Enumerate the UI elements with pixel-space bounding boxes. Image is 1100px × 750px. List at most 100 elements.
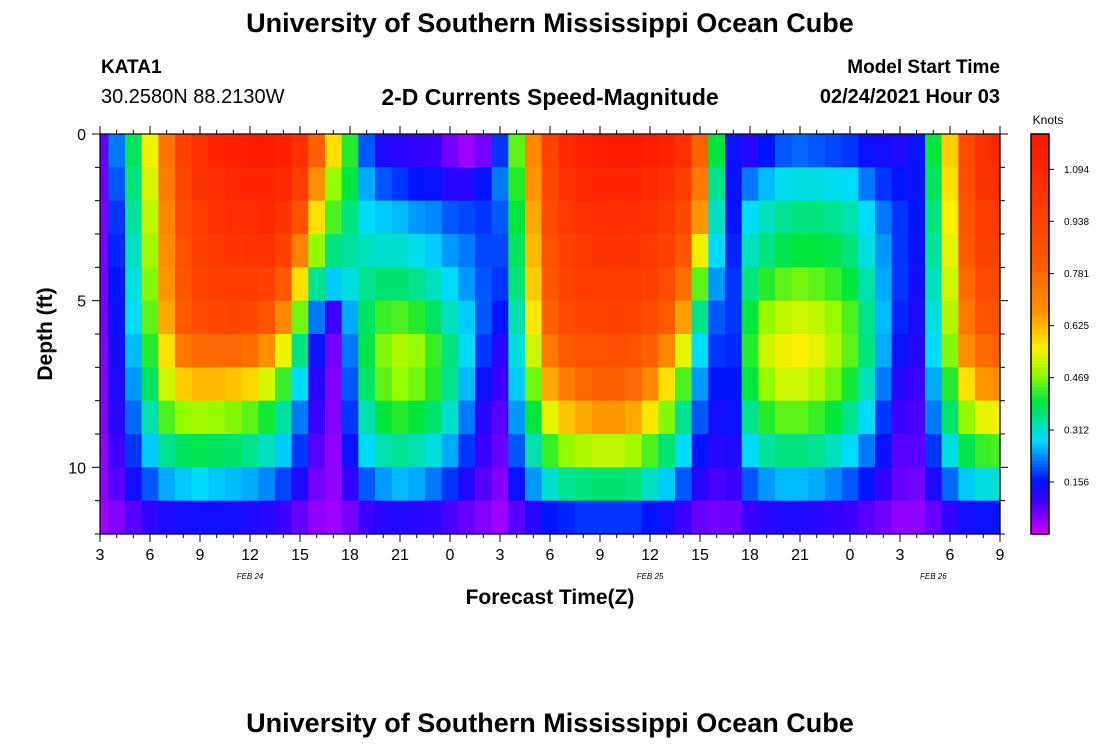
heatmap-cell xyxy=(358,300,376,335)
heatmap-cell xyxy=(100,134,109,168)
heatmap-cell xyxy=(558,267,576,302)
colorbar-swatch xyxy=(1031,207,1049,212)
heatmap-cell xyxy=(541,300,559,335)
heatmap-cell xyxy=(841,467,859,502)
heatmap-cell xyxy=(125,167,143,202)
heatmap-cell xyxy=(108,167,126,202)
heatmap-cell xyxy=(475,200,493,235)
heatmap-cell xyxy=(575,467,593,502)
heatmap-cell xyxy=(875,334,893,368)
heatmap-cell xyxy=(141,167,159,202)
heatmap-cell xyxy=(408,500,426,535)
heatmap-cell xyxy=(841,267,859,302)
heatmap-cell xyxy=(875,300,893,335)
heatmap-cell xyxy=(358,334,376,368)
heatmap-cell xyxy=(508,167,526,202)
heatmap-cell xyxy=(908,200,926,235)
heatmap-cell xyxy=(108,334,126,368)
heatmap-cell xyxy=(875,467,893,502)
heatmap-cell xyxy=(391,267,409,302)
heatmap-cell xyxy=(541,367,559,402)
heatmap-cell xyxy=(258,367,276,402)
heatmap-cell xyxy=(941,200,959,235)
heatmap-cell xyxy=(658,334,676,368)
heatmap-cell xyxy=(641,167,659,202)
heatmap-cell xyxy=(658,434,676,468)
colorbar-swatch xyxy=(1031,194,1049,198)
heatmap-cell xyxy=(275,267,293,302)
heatmap-cell xyxy=(291,300,309,335)
heatmap-cell xyxy=(241,267,259,302)
heatmap-cell xyxy=(258,467,276,502)
colorbar-swatch xyxy=(1031,217,1049,222)
heatmap-cell xyxy=(708,434,726,468)
heatmap-cell xyxy=(725,367,743,402)
heatmap-cell xyxy=(225,300,243,335)
heatmap-cell xyxy=(208,234,226,268)
heatmap-cell xyxy=(575,367,593,402)
heatmap-cell xyxy=(808,134,826,168)
heatmap-cell xyxy=(575,334,593,368)
heatmap-cell xyxy=(225,267,243,302)
heatmap-cell xyxy=(258,267,276,302)
colorbar-swatch xyxy=(1031,297,1049,302)
colorbar-swatch xyxy=(1031,304,1049,308)
heatmap-cell xyxy=(108,134,126,168)
y-tick-label: 0 xyxy=(77,127,86,144)
heatmap-cell xyxy=(625,467,643,502)
heatmap-cell xyxy=(741,367,759,402)
heatmap-cell xyxy=(541,334,559,368)
heatmap-cell xyxy=(225,467,243,502)
heatmap-cell xyxy=(675,300,693,335)
heatmap-cell xyxy=(175,367,193,402)
heatmap-cell xyxy=(758,367,776,402)
heatmap-cell xyxy=(791,467,809,502)
heatmap-cell xyxy=(625,434,643,468)
heatmap-cell xyxy=(991,167,1001,202)
heatmap-cell xyxy=(941,267,959,302)
heatmap-cell xyxy=(575,134,593,168)
heatmap-cell xyxy=(858,300,876,335)
colorbar-swatch xyxy=(1031,367,1049,372)
heatmap-cell xyxy=(508,300,526,335)
heatmap-cell xyxy=(925,367,943,402)
colorbar-swatch xyxy=(1031,420,1049,425)
colorbar-swatch xyxy=(1031,450,1049,455)
colorbar-swatch xyxy=(1031,134,1049,138)
heatmap-cell xyxy=(108,367,126,402)
heatmap-cell xyxy=(141,200,159,235)
x-axis-title: Forecast Time(Z) xyxy=(466,586,635,609)
heatmap-cell xyxy=(775,367,793,402)
heatmap-cell xyxy=(625,300,643,335)
heatmap-cell xyxy=(641,267,659,302)
colorbar-swatch xyxy=(1031,404,1049,408)
colorbar-swatch xyxy=(1031,214,1049,218)
heatmap-cell xyxy=(891,267,909,302)
colorbar-swatch xyxy=(1031,277,1049,282)
heatmap-cell xyxy=(975,467,993,502)
heatmap-cell xyxy=(808,467,826,502)
heatmap-cell xyxy=(291,334,309,368)
heatmap-cell xyxy=(275,167,293,202)
heatmap-cell xyxy=(208,300,226,335)
heatmap-cell xyxy=(691,167,709,202)
heatmap-cell xyxy=(275,400,293,435)
heatmap-cell xyxy=(541,267,559,302)
colorbar-swatch xyxy=(1031,330,1049,335)
heatmap-cell xyxy=(100,234,109,268)
heatmap-cell xyxy=(725,134,743,168)
heatmap-cell xyxy=(775,200,793,235)
heatmap-cell xyxy=(525,167,543,202)
x-tick-label: 15 xyxy=(291,547,309,564)
heatmap-cell xyxy=(841,334,859,368)
heatmap-cell xyxy=(975,367,993,402)
heatmap-cell xyxy=(475,400,493,435)
heatmap-cell xyxy=(541,467,559,502)
heatmap-cell xyxy=(425,400,443,435)
heatmap-cell xyxy=(358,500,376,535)
heatmap-cell xyxy=(841,300,859,335)
x-tick-label: 15 xyxy=(691,547,709,564)
heatmap-cell xyxy=(908,134,926,168)
heatmap-cell xyxy=(958,200,976,235)
colorbar-swatch xyxy=(1031,527,1049,532)
